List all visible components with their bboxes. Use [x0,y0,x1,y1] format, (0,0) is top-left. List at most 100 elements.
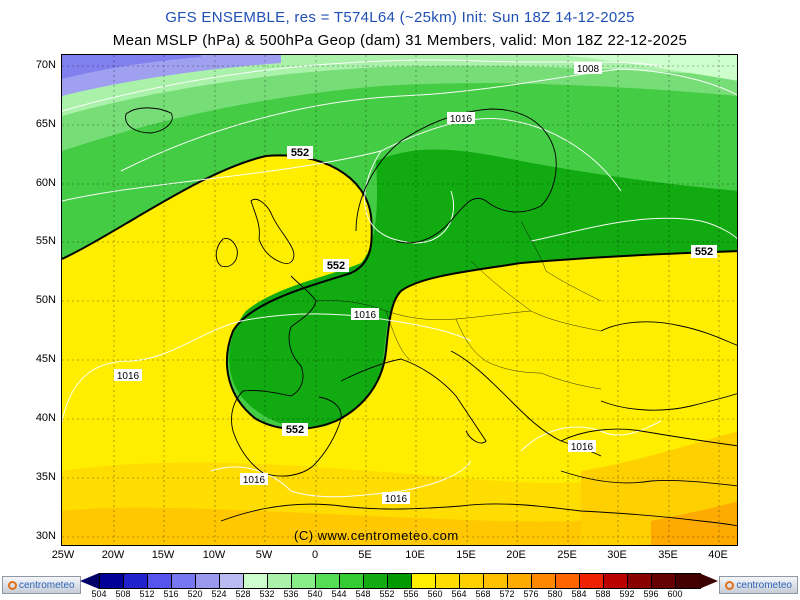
contour-labels: 552 552 552 552 [282,146,717,436]
legend-color-box [652,574,676,588]
legend-value-label: 552 [379,589,395,599]
isobar-label-1016-d: 1016 [571,442,594,453]
isobar-label-1016-c: 1016 [117,371,140,382]
legend-color-box [292,574,316,588]
legend-value-label: 584 [571,589,587,599]
isobar-label-1016-e: 1016 [243,475,266,486]
coastlines [125,107,737,527]
coast-north-africa [220,503,737,527]
logo-text-left: centrometeo [19,579,75,591]
isobar-1016-east [520,420,662,452]
legend-value-label: 576 [523,589,539,599]
legend-color-box [100,574,124,588]
isobar-1016-loop [364,150,455,244]
legend-value-label: 588 [595,589,611,599]
legend-value-label: 556 [403,589,419,599]
coast-scandinavia [355,108,557,244]
coast-black-sea-north [600,321,737,346]
legend-value-label: 532 [259,589,275,599]
lon-label-10w: 10W [202,549,226,561]
country-borders [315,220,602,390]
lon-label-40e: 40E [708,549,728,561]
border-line-5 [540,372,602,390]
border-line-3 [455,318,542,374]
logo-ring-icon [725,580,735,590]
legend-color-box [364,574,388,588]
legend-color-box [124,574,148,588]
isobar-label-bg-4 [114,369,142,381]
centrometeo-logo-left: centrometeo [2,576,81,594]
coast-great-britain [250,198,295,264]
legend-value-label: 508 [115,589,131,599]
coast-black-sea-south [600,393,737,411]
isobar-label-bg-7 [382,492,410,504]
geopotential-band-528 [561,55,737,81]
legend-value-label: 572 [499,589,515,599]
coast-turkey-north [560,428,737,447]
graticule [62,55,737,545]
geopotential-core-548 [229,149,737,428]
lon-label-15e: 15E [456,549,476,561]
legend-color-box [172,574,196,588]
map-canvas: 552 552 552 552 1008 1016 1016 1016 1016… [62,55,737,545]
geopotential-band-568 [651,501,737,545]
legend-value-label: 512 [139,589,155,599]
lon-label-20w: 20W [101,549,125,561]
legend-value-label: 568 [475,589,491,599]
lon-label-15w: 15W [151,549,175,561]
lat-label-50n: 50N [35,294,56,306]
lon-label-30e: 30E [607,549,627,561]
legend-arrow-left-icon [80,573,99,589]
legend-color-box [460,574,484,588]
coast-iceland [125,107,173,134]
legend-value-label: 528 [235,589,251,599]
legend-value-label: 524 [211,589,227,599]
color-legend [99,573,701,589]
legend-color-box [244,574,268,588]
contour-label-bg-3 [282,423,308,436]
legend-value-label: 536 [283,589,299,599]
legend-color-box [412,574,436,588]
coast-france-west [288,275,317,397]
isobar-label-bg-3 [351,308,379,320]
lon-label-35e: 35E [658,549,678,561]
contour-552-line [62,154,737,430]
chart-title-line2: Mean MSLP (hPa) & 500hPa Geop (dam) 31 M… [112,32,688,49]
legend-color-box [604,574,628,588]
lon-label-20e: 20E [506,549,526,561]
lon-label-5w: 5W [255,549,273,561]
legend-color-box [340,574,364,588]
lon-label-25w: 25W [51,549,75,561]
lat-label-65n: 65N [35,118,56,130]
legend-value-label: 600 [667,589,683,599]
isobar-label-1008: 1008 [577,64,600,75]
border-line-6 [520,220,602,302]
legend-color-box [556,574,580,588]
contour-label-bg-4 [691,245,717,258]
isobar-label-bg-6 [240,473,268,485]
isobar-label-1016-a: 1016 [450,114,473,125]
lat-label-40n: 40N [35,412,56,424]
geopotential-band-532 [62,55,737,116]
contour-label-bg-2 [323,259,349,272]
lat-label-70n: 70N [35,59,56,71]
lon-label-5e: 5E [358,549,372,561]
legend-color-box [196,574,220,588]
legend-color-box [148,574,172,588]
border-line-2 [385,310,412,362]
isobar-1000 [62,59,662,112]
legend-color-box [316,574,340,588]
coast-ireland [215,238,238,268]
legend-value-label: 564 [451,589,467,599]
coast-turkey-south [560,470,737,487]
legend-value-label: 544 [331,589,347,599]
border-line-4 [470,260,602,332]
legend-color-box [268,574,292,588]
lat-label-35n: 35N [35,471,56,483]
isobar-1016-ne [530,217,737,242]
contour-label-552-a: 552 [291,147,309,159]
lon-label-25e: 25E [557,549,577,561]
legend-color-box [220,574,244,588]
isobar-label-bg-5 [568,440,596,452]
legend-value-label: 504 [91,589,107,599]
